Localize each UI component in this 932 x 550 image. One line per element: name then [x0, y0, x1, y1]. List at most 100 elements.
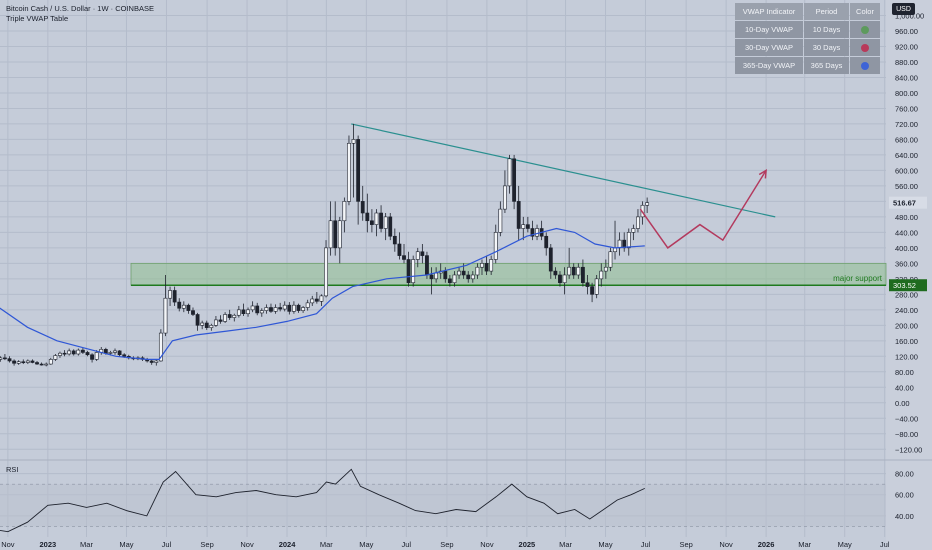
candle-body: [269, 307, 273, 312]
candle-body: [149, 360, 154, 363]
vwap-color-cell: [850, 39, 880, 56]
candle-body: [177, 301, 182, 309]
candle-body: [223, 314, 228, 322]
candle: [397, 232, 402, 260]
x-tick-label: Nov: [240, 540, 254, 549]
candle: [80, 347, 85, 354]
candle: [342, 197, 347, 233]
candle: [470, 271, 475, 283]
candle: [388, 213, 393, 241]
candle-body: [282, 304, 287, 310]
candle: [269, 303, 273, 313]
candle: [62, 350, 67, 357]
vwap-line: [0, 227, 645, 360]
candle-body: [631, 228, 636, 233]
candle-body: [447, 278, 452, 284]
candle: [232, 313, 237, 322]
y-tick-label: 560.00: [895, 182, 918, 191]
x-tick-label: Jul: [402, 540, 412, 549]
candle-body: [351, 139, 356, 144]
candle-body: [250, 305, 255, 311]
candle-body: [163, 297, 168, 334]
candle-body: [337, 220, 342, 249]
candle-body: [218, 319, 223, 322]
candle-body: [347, 142, 351, 202]
candle: [452, 271, 457, 287]
candle-body: [122, 354, 127, 357]
candle: [209, 323, 214, 331]
vwap-table-header: VWAP Indicator Period Color: [735, 3, 883, 20]
candle-body: [356, 139, 361, 202]
candle-body: [576, 266, 581, 276]
candle: [383, 213, 388, 241]
candle: [227, 309, 232, 320]
candle: [39, 362, 44, 366]
candle: [406, 251, 411, 287]
candle-body: [484, 263, 489, 272]
candle-body: [470, 274, 475, 280]
header-period: Period: [804, 3, 849, 20]
candle: [154, 359, 159, 366]
candle: [255, 302, 260, 316]
y-tick-label: 800.00: [895, 89, 918, 98]
color-swatch: [861, 61, 869, 70]
candle-body: [76, 349, 81, 355]
candle: [282, 301, 287, 312]
candle-body: [108, 352, 113, 354]
candle-body: [103, 349, 108, 354]
candle-body: [544, 235, 549, 249]
candle-body: [608, 251, 613, 268]
vwap-indicator-cell: 30-Day VWAP: [735, 39, 803, 56]
candle-body: [191, 310, 195, 315]
y-tick-label: 600.00: [895, 166, 918, 175]
candle-body: [636, 216, 640, 229]
candle-body: [521, 224, 526, 229]
candle-body: [461, 270, 466, 276]
candle-body: [397, 243, 402, 256]
y-tick-label: 440.00: [895, 228, 918, 237]
rsi-band: [0, 484, 886, 527]
candle: [585, 274, 590, 295]
candle: [177, 298, 182, 312]
y-tick-label: 840.00: [895, 73, 918, 82]
candle: [218, 315, 223, 324]
candle-body: [333, 220, 338, 249]
y-tick-label: 400.00: [895, 244, 918, 253]
candle: [512, 154, 517, 210]
candle: [7, 356, 12, 363]
currency-button[interactable]: USD: [892, 3, 915, 15]
candle-body: [67, 350, 72, 355]
candle-body: [209, 325, 214, 328]
candle: [475, 263, 480, 279]
candle: [117, 350, 122, 357]
y-tick-label: −120.00: [895, 445, 922, 454]
candle: [567, 247, 572, 279]
candle-body: [475, 266, 480, 276]
candle-body: [392, 235, 397, 245]
candle-body: [264, 307, 269, 311]
candle: [16, 360, 21, 365]
candle: [186, 303, 191, 314]
candle-body: [168, 290, 172, 299]
candle-body: [200, 322, 205, 326]
candle: [236, 305, 241, 318]
symbol-title: Bitcoin Cash / U.S. Dollar · 1W · COINBA…: [6, 4, 154, 13]
vwap-period-cell: 365 Days: [804, 57, 849, 74]
x-tick-label: Jul: [880, 540, 890, 549]
candle: [168, 286, 172, 306]
candle-body: [360, 201, 365, 214]
x-tick-label: May: [119, 540, 133, 549]
candle-body: [71, 350, 76, 355]
candle: [516, 185, 521, 241]
candle: [599, 263, 604, 287]
candle: [562, 267, 567, 295]
x-tick-label: May: [838, 540, 852, 549]
candle: [645, 197, 650, 214]
candle-body: [3, 357, 7, 360]
candle-body: [44, 363, 49, 366]
candle: [507, 154, 512, 194]
candle-body: [324, 247, 328, 297]
candle: [30, 359, 35, 364]
indicator-name: Triple VWAP Table: [6, 14, 69, 23]
